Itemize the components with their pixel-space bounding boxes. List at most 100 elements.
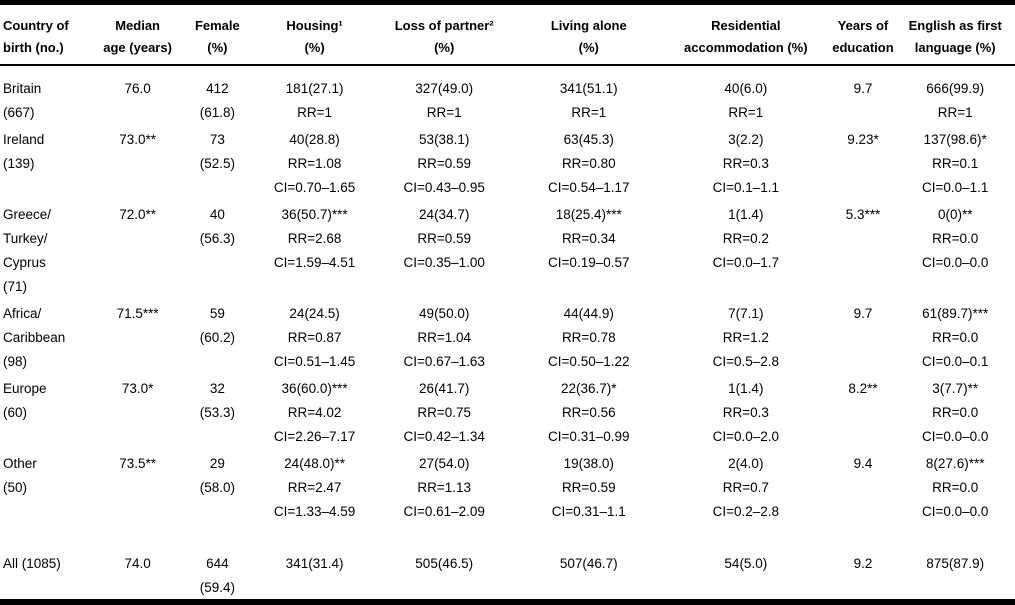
cell-line: RR=1.2 — [722, 330, 769, 345]
cell-line: RR=0.78 — [561, 330, 616, 345]
cell-line: 3(2.2) — [728, 132, 764, 147]
row-label-cell: Greece/Turkey/Cyprus (71) — [0, 203, 98, 299]
data-cell: 32 (53.3) — [177, 377, 257, 449]
cell-line: All (1085) — [3, 556, 61, 571]
cell-line: RR=0.0 — [932, 231, 979, 246]
data-cell: 54(5.0) — [661, 552, 831, 600]
cell-line: 73.5** — [119, 456, 156, 471]
table-row: Britain (667) 76.0 412 (61.8) 181(27.1) RR=1 32… — [0, 77, 1015, 125]
cell-line: 9.7 — [853, 81, 873, 96]
data-cell: 9.7 — [831, 77, 896, 125]
cell-line: CI=0.0–0.0 — [921, 429, 989, 444]
header-label-line: Housing¹ — [286, 18, 343, 33]
cell-line: (58.0) — [199, 480, 235, 495]
cell-line: RR=1 — [426, 105, 462, 120]
data-cell: 875(87.9) — [895, 552, 1015, 600]
cell-line: CI=1.33–4.59 — [273, 504, 356, 519]
row-label-cell: Britain (667) — [0, 77, 98, 125]
cell-line: (53.3) — [199, 405, 235, 420]
cell-line: Africa/ — [3, 306, 42, 321]
cell-line: CI=0.0–0.0 — [921, 255, 989, 270]
cell-line: 27(54.0) — [419, 456, 470, 471]
cell-line: 9.7 — [853, 306, 873, 321]
cell-line: 19(38.0) — [563, 456, 614, 471]
data-cell: 507(46.7) — [516, 552, 661, 600]
header-label-line: English as first — [908, 18, 1002, 33]
cell-line: 53(38.1) — [419, 132, 470, 147]
cell-line: CI=0.5–2.8 — [712, 354, 780, 369]
cell-line: 40 — [209, 207, 225, 222]
header-label-line: Years of — [837, 18, 889, 33]
data-cell: 72.0** — [98, 203, 178, 299]
cell-line: Caribbean — [3, 330, 66, 345]
cell-line: 3(7.7)** — [932, 381, 979, 396]
data-cell: 73.5** — [98, 452, 178, 524]
header-label-line: language (%) — [914, 40, 996, 55]
cell-line: 8(27.6)*** — [925, 456, 985, 471]
cell-line: Ireland — [3, 132, 45, 147]
data-cell: 44(44.9) RR=0.78 CI=0.50–1.22 — [516, 302, 661, 374]
data-cell: 49(50.0) RR=1.04 CI=0.67–1.63 — [372, 302, 517, 374]
cell-line: CI=0.51–1.45 — [273, 354, 356, 369]
data-cell: 9.23* — [831, 128, 896, 200]
cell-line: 44(44.9) — [563, 306, 614, 321]
data-cell: 53(38.1) RR=0.59 CI=0.43–0.95 — [372, 128, 517, 200]
cell-line: RR=0.2 — [722, 231, 769, 246]
cell-line: CI=0.54–1.17 — [548, 180, 630, 195]
data-cell: 8.2** — [831, 377, 896, 449]
data-cell: 73.0** — [98, 128, 178, 200]
table-header-row: Country of birth (no.) Median age (years) Fe… — [0, 0, 1015, 64]
data-cell: 24(34.7) RR=0.59 CI=0.35–1.00 — [372, 203, 517, 299]
data-cell: 181(27.1) RR=1 — [257, 77, 372, 125]
header-label-line: accommodation (%) — [684, 40, 808, 55]
data-cell: 412 (61.8) — [177, 77, 257, 125]
cell-line: CI=0.0–0.0 — [921, 504, 989, 519]
cell-line: 18(25.4)*** — [555, 207, 622, 222]
table-row: Other (50) 73.5** 29 (58.0) 24(48.0)** RR=2.47… — [0, 452, 1015, 524]
cell-line: (667) — [3, 105, 35, 120]
cell-line: CI=0.43–0.95 — [403, 180, 485, 195]
header-label-line: Residential — [711, 18, 781, 33]
data-cell: 341(51.1) RR=1 — [516, 77, 661, 125]
data-cell: 24(24.5) RR=0.87 CI=0.51–1.45 — [257, 302, 372, 374]
cell-line: CI=0.42–1.34 — [403, 429, 485, 444]
table-row: All (1085) 74.0 644 (59.4) 341(31.4) 505(46.5… — [0, 552, 1015, 600]
cell-line: 76.0 — [124, 81, 151, 96]
cell-line: CI=0.2–2.8 — [712, 504, 780, 519]
data-cell: 59 (60.2) — [177, 302, 257, 374]
row-label-cell: Other (50) — [0, 452, 98, 524]
cell-line: RR=0.75 — [417, 405, 472, 420]
cell-line: RR=1 — [728, 105, 764, 120]
cell-line: RR=0.0 — [932, 480, 979, 495]
cell-line: RR=0.3 — [722, 405, 769, 420]
data-cell: 29 (58.0) — [177, 452, 257, 524]
header-label-line: Living alone — [550, 18, 627, 33]
data-cell: 9.2 — [831, 552, 896, 600]
cell-line: CI=0.35–1.00 — [403, 255, 485, 270]
cell-line: 24(24.5) — [289, 306, 340, 321]
data-cell: 71.5*** — [98, 302, 178, 374]
data-cell: 137(98.6)* RR=0.1 CI=0.0–1.1 — [895, 128, 1015, 200]
table-row: Greece/Turkey/Cyprus (71) 72.0** 40 (56.3) 36… — [0, 203, 1015, 299]
cell-line: (61.8) — [199, 105, 235, 120]
row-label-cell: All (1085) — [0, 552, 98, 600]
data-cell: 0(0)** RR=0.0 CI=0.0–0.0 — [895, 203, 1015, 299]
cell-line: 666(99.9) — [926, 81, 985, 96]
data-cell: 327(49.0) RR=1 — [372, 77, 517, 125]
cell-line: 59 — [209, 306, 225, 321]
cell-line: RR=1.04 — [417, 330, 472, 345]
cell-line: 40(6.0) — [724, 81, 768, 96]
cell-line: Britain — [3, 81, 42, 96]
cell-line: 22(36.7)* — [561, 381, 617, 396]
header-label-line: Loss of partner² — [394, 18, 494, 33]
cell-line: CI=0.0–0.1 — [921, 354, 989, 369]
cell-line: 61(89.7)*** — [922, 306, 989, 321]
cell-line: 137(98.6)* — [923, 132, 987, 147]
cell-line: 7(7.1) — [728, 306, 764, 321]
table-row: Africa/Caribbean (98) 71.5*** 59 (60.2) 24(24… — [0, 302, 1015, 374]
cell-line: RR=0.3 — [722, 156, 769, 171]
cell-line: CI=0.50–1.22 — [548, 354, 630, 369]
cell-line: RR=0.0 — [932, 405, 979, 420]
data-cell: 76.0 — [98, 77, 178, 125]
